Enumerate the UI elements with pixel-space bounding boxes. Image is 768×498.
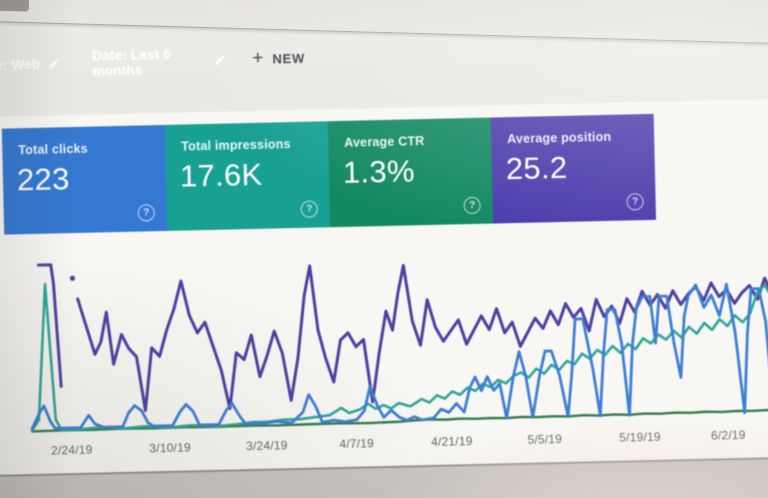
date-chip-label: Date: Last 6 months <box>92 46 172 79</box>
x-tick-label: 4/21/19 <box>431 434 473 449</box>
help-icon[interactable]: ? <box>626 193 644 211</box>
average-position-card[interactable]: Average position 25.2 ? <box>490 113 657 224</box>
performance-panel: Total clicks 223 ? Total impressions 17.… <box>0 98 768 476</box>
help-icon[interactable]: ? <box>300 200 318 218</box>
total-clicks-card[interactable]: Total clicks 223 ? <box>1 124 168 235</box>
new-button-label: NEW <box>272 50 306 67</box>
card-value: 223 <box>16 161 70 198</box>
x-tick-label: 2/24/19 <box>50 442 93 458</box>
search-console-performance-page: e: Web Date: Last 6 months + NEW Total c… <box>0 0 768 478</box>
metric-cards: Total clicks 223 ? Total impressions 17.… <box>1 113 657 235</box>
x-tick-label: 3/10/19 <box>149 440 191 456</box>
data-point-dot <box>69 275 76 281</box>
plus-icon: + <box>252 47 264 69</box>
card-label: Average position <box>507 129 612 147</box>
card-value: 25.2 <box>505 149 568 187</box>
card-value: 17.6K <box>179 156 263 194</box>
x-tick-label: 5/19/19 <box>619 429 661 445</box>
performance-line-chart[interactable] <box>27 239 768 438</box>
card-label: Total impressions <box>181 137 291 154</box>
x-tick-label: 4/7/19 <box>339 436 375 452</box>
series-line-average-position <box>76 263 768 413</box>
chart-canvas <box>30 252 768 433</box>
edit-pencil-icon <box>47 57 60 70</box>
card-label: Total clicks <box>18 141 89 158</box>
search-type-chip-label: e: Web <box>0 56 41 73</box>
date-filter-chip[interactable]: Date: Last 6 months <box>80 45 239 78</box>
total-impressions-card[interactable]: Total impressions 17.6K ? <box>164 121 331 231</box>
x-tick-label: 6/2/19 <box>710 427 746 443</box>
help-icon[interactable]: ? <box>137 204 155 222</box>
top-left-corner-artifact <box>0 0 30 12</box>
card-value: 1.3% <box>342 153 416 190</box>
help-icon[interactable]: ? <box>463 196 481 215</box>
x-tick-label: 3/24/19 <box>245 438 288 454</box>
edit-pencil-icon <box>213 54 226 67</box>
search-type-filter-chip[interactable]: e: Web <box>0 49 73 80</box>
new-filter-button[interactable]: + NEW <box>246 44 311 74</box>
x-tick-label: 5/5/19 <box>527 432 563 447</box>
card-label: Average CTR <box>344 134 425 150</box>
average-ctr-card[interactable]: Average CTR 1.3% ? <box>327 117 494 228</box>
